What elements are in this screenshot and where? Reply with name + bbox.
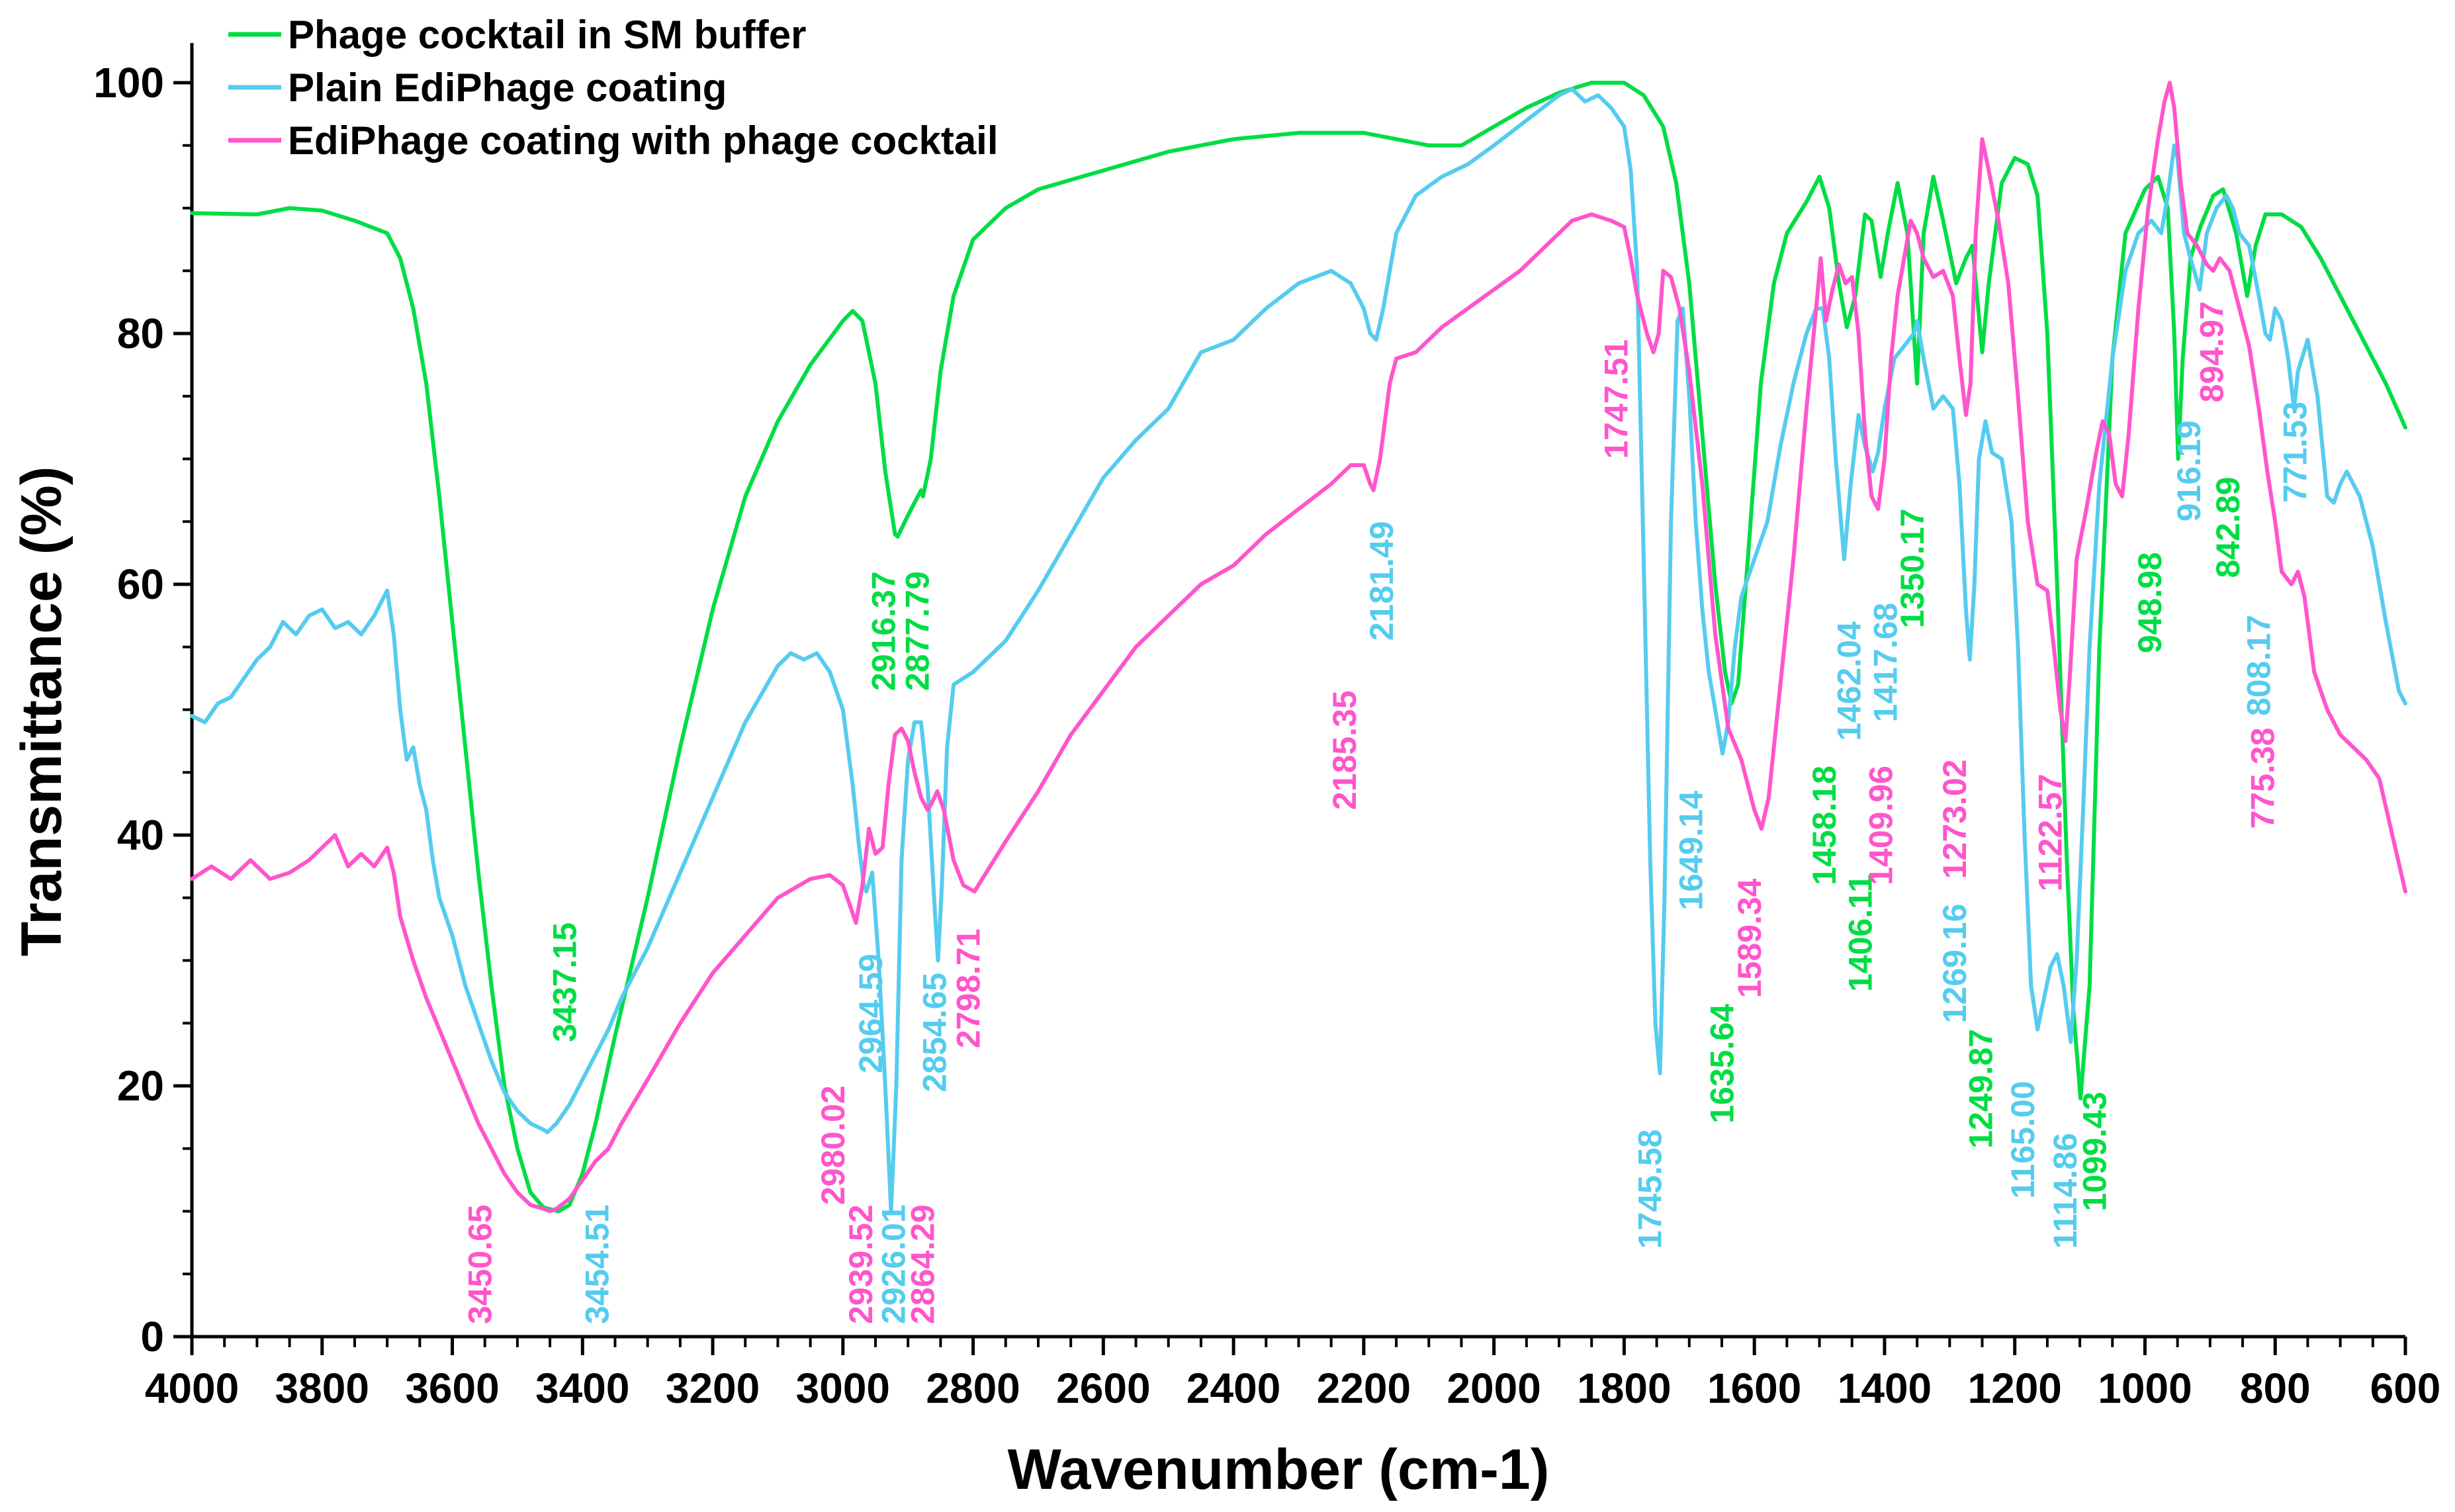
x-tick-label: 3200 [666,1364,760,1412]
peak-label: 2926.01 [875,1204,912,1324]
x-tick-label: 1200 [1968,1364,2062,1412]
x-tick-label: 3600 [405,1364,499,1412]
x-tick-label: 4000 [145,1364,239,1412]
series-line-1 [190,81,2407,1214]
peak-label: 1273.02 [1936,760,1973,879]
legend-label: Plain EdiPhage coating [288,66,727,110]
peak-label: 1462.04 [1831,621,1868,741]
x-tick-label: 3400 [535,1364,629,1412]
peak-label: 1458.18 [1806,766,1843,885]
legend-label: Phage cocktail in SM buffer [288,13,807,57]
peak-label: 916.19 [2170,420,2208,521]
y-tick-label: 40 [117,811,164,859]
peak-label: 2864.29 [905,1204,942,1324]
peak-label: 2185.35 [1326,690,1363,810]
peak-label: 2877.79 [899,571,936,691]
x-tick-label: 2000 [1447,1364,1540,1412]
y-tick-label: 0 [140,1313,164,1360]
axes: 0 20 40 60 80 100 4000 3800 3600 3400 3200 3000 2800… [93,43,2440,1412]
x-tick-label: 2800 [926,1364,1020,1412]
peak-label: 842.89 [2210,477,2247,578]
x-tick-label: 1000 [2098,1364,2192,1412]
peak-label: 1589.34 [1731,878,1768,998]
peak-label: 2964.59 [852,954,889,1073]
series-line-2 [190,87,2407,1214]
x-tick-label: 600 [2370,1364,2441,1412]
peak-label: 1409.96 [1863,766,1900,885]
peak-label: 2181.49 [1363,521,1400,641]
x-tick-label: 800 [2240,1364,2311,1412]
peak-label: 1269.16 [1936,904,1973,1024]
peak-label: 771.53 [2277,402,2314,503]
peak-label: 1406.11 [1842,874,1879,992]
legend: Phage cocktail in SM buffer Plain EdiPhag… [228,13,999,163]
peak-label: 3437.15 [547,922,584,1042]
x-tick-label: 3800 [275,1364,369,1412]
peak-label: 1747.51 [1597,339,1634,459]
peak-label: 1635.64 [1704,1004,1741,1124]
peak-label: 1649.14 [1673,791,1710,911]
peak-label: 894.97 [2194,301,2231,402]
legend-label: EdiPhage coating with phage cocktail [288,118,999,163]
y-tick-label: 60 [117,560,164,608]
series-line-3 [190,81,2407,1214]
peak-label: 2939.52 [842,1204,879,1324]
peak-label: 1122.57 [2032,774,2069,891]
peak-label: 2980.02 [815,1085,852,1205]
x-tick-label: 3000 [796,1364,890,1412]
x-tick-label: 2400 [1186,1364,1280,1412]
peak-label: 3450.65 [462,1204,499,1324]
y-tick-label: 20 [117,1062,164,1110]
y-tick-label: 80 [117,310,164,357]
y-tick-label: 100 [93,59,164,107]
peak-label: 1114.86 [2047,1133,2084,1249]
peak-label: 1099.43 [2076,1092,2113,1212]
x-axis-title: Wavenumber (cm-1) [1008,1438,1550,1501]
x-tick-label: 1800 [1577,1364,1671,1412]
peak-label: 1165.00 [2004,1081,2041,1199]
x-tick-label: 1400 [1838,1364,1932,1412]
series-lines [190,81,2407,1214]
peak-label: 1417.68 [1867,603,1904,723]
x-tick-label: 2200 [1317,1364,1411,1412]
x-tick-label: 1600 [1707,1364,1801,1412]
peak-label: 3454.51 [579,1204,616,1324]
peak-label: 808.17 [2240,615,2277,716]
x-tick-label: 2600 [1056,1364,1150,1412]
peak-label: 1249.87 [1962,1029,1999,1149]
y-axis-title: Transmittance (%) [10,467,73,957]
peak-label: 1350.17 [1894,509,1931,629]
peak-label: 2916.37 [866,571,903,691]
peak-label: 2854.65 [916,973,953,1092]
peak-label: 948.98 [2131,552,2168,653]
peak-label: 775.38 [2244,728,2281,829]
peak-label: 2798.71 [950,928,987,1048]
peak-label: 1745.58 [1632,1130,1669,1249]
